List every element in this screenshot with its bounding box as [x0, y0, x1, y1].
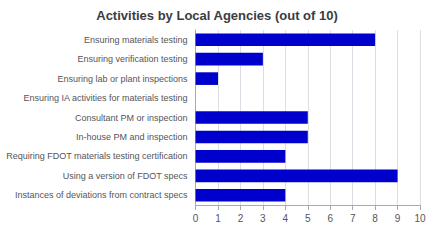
- svg-text:Consultant PM or inspection: Consultant PM or inspection: [75, 113, 188, 123]
- svg-text:1: 1: [215, 213, 221, 224]
- svg-text:2: 2: [238, 213, 244, 224]
- svg-text:Instances of deviations from c: Instances of deviations from contract sp…: [15, 190, 188, 200]
- svg-text:Requiring FDOT materials testi: Requiring FDOT materials testing certifi…: [6, 151, 187, 161]
- svg-text:6: 6: [327, 213, 333, 224]
- svg-text:Ensuring verification testing: Ensuring verification testing: [78, 54, 188, 64]
- svg-text:Ensuring materials testing: Ensuring materials testing: [84, 35, 188, 45]
- svg-text:10: 10: [414, 213, 426, 224]
- svg-text:Activities by Local Agencies (: Activities by Local Agencies (out of 10): [96, 8, 338, 23]
- svg-text:5: 5: [305, 213, 311, 224]
- svg-text:Using a version of FDOT specs: Using a version of FDOT specs: [63, 171, 188, 181]
- svg-text:In-house PM and inspection: In-house PM and inspection: [76, 132, 188, 142]
- svg-text:0: 0: [193, 213, 199, 224]
- svg-text:Ensuring lab or plant inspecti: Ensuring lab or plant inspections: [57, 74, 188, 84]
- svg-text:7: 7: [350, 213, 356, 224]
- svg-text:4: 4: [283, 213, 289, 224]
- svg-text:8: 8: [372, 213, 378, 224]
- svg-text:9: 9: [395, 213, 401, 224]
- svg-text:3: 3: [260, 213, 266, 224]
- svg-text:Ensuring IA activities for mat: Ensuring IA activities for materials tes…: [23, 93, 187, 103]
